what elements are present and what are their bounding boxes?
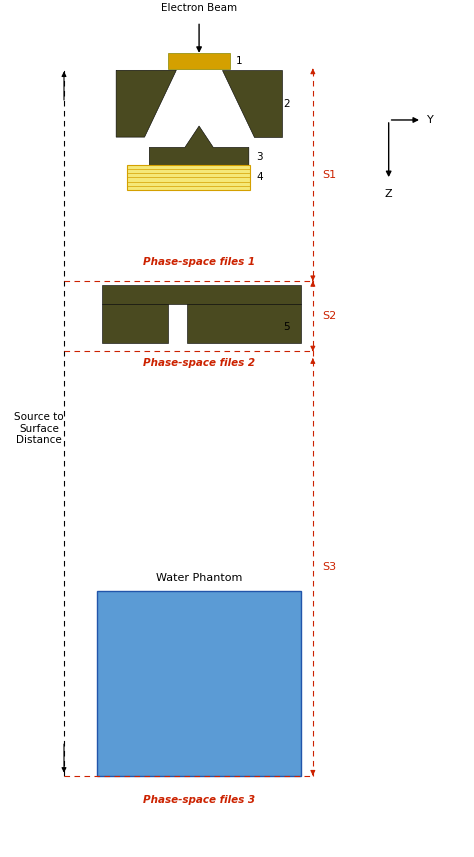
Text: S3: S3 xyxy=(322,562,337,572)
Polygon shape xyxy=(116,70,176,137)
Text: 1: 1 xyxy=(236,56,243,66)
Text: Water Phantom: Water Phantom xyxy=(156,572,242,583)
Bar xyxy=(168,53,230,69)
Text: Source to
Surface
Distance: Source to Surface Distance xyxy=(14,412,64,445)
Bar xyxy=(187,304,301,343)
Text: S1: S1 xyxy=(322,170,337,180)
Polygon shape xyxy=(222,70,282,137)
Bar xyxy=(102,285,301,304)
Text: 5: 5 xyxy=(283,322,290,333)
Text: 3: 3 xyxy=(256,152,263,162)
Text: Phase-space files 2: Phase-space files 2 xyxy=(143,358,255,369)
Text: 4: 4 xyxy=(256,172,263,183)
Text: Phase-space files 1: Phase-space files 1 xyxy=(143,257,255,267)
Text: Electron Beam: Electron Beam xyxy=(161,3,237,13)
Text: S2: S2 xyxy=(322,311,337,321)
Bar xyxy=(97,591,301,776)
Text: Y: Y xyxy=(427,115,433,125)
Polygon shape xyxy=(149,126,249,166)
Text: Phase-space files 3: Phase-space files 3 xyxy=(143,795,255,806)
Text: 2: 2 xyxy=(283,99,290,109)
Bar xyxy=(127,165,250,190)
Bar xyxy=(102,304,168,343)
Text: Z: Z xyxy=(385,189,392,199)
